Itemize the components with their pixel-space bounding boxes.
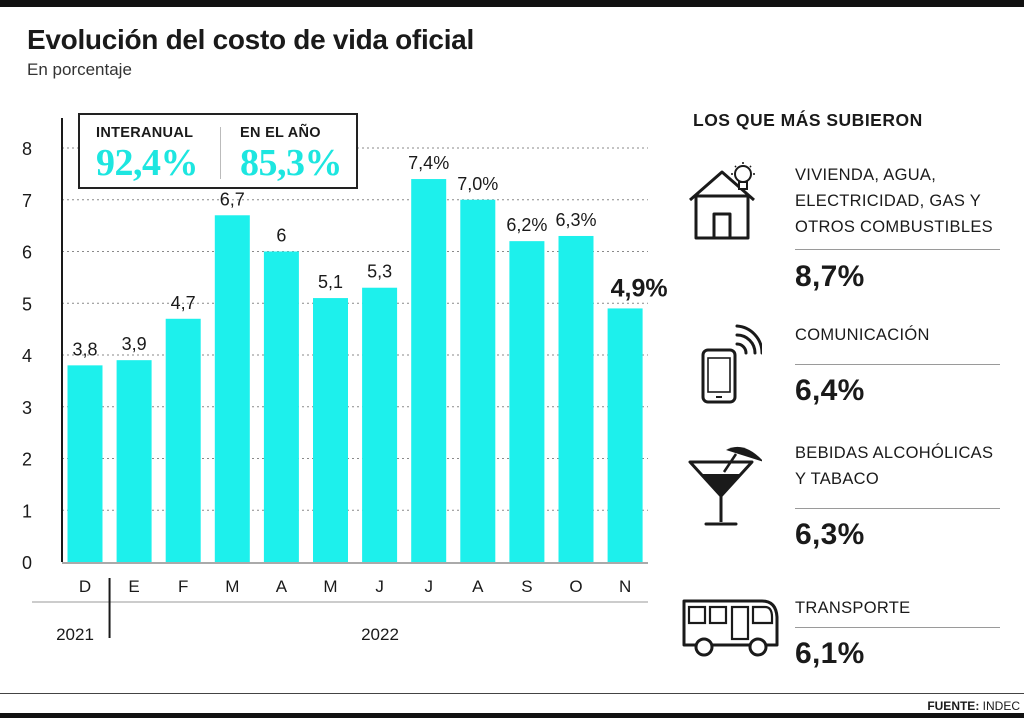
x-tick-label: D	[79, 577, 91, 596]
y-tick-label: 8	[22, 139, 32, 159]
x-tick-label: E	[128, 577, 139, 596]
source-value: INDEC	[982, 699, 1020, 713]
data-label: 5,3	[367, 262, 392, 282]
bar	[165, 318, 201, 562]
category-vivienda-label: VIVIENDA, AGUA, ELECTRICIDAD, GAS Y OTRO…	[795, 166, 993, 236]
bus-icon	[682, 599, 779, 657]
x-tick-label: M	[225, 577, 239, 596]
x-tick-label: M	[323, 577, 337, 596]
kpi-en-el-anio-label: EN EL AÑO	[240, 125, 321, 141]
phone-signal-icon	[701, 324, 762, 404]
kpi-box: INTERANUAL 92,4% EN EL AÑO 85,3%	[78, 113, 358, 189]
data-label: 6,3%	[555, 210, 596, 230]
kpi-interanual-label: INTERANUAL	[96, 125, 194, 141]
category-bebidas-label: BEBIDAS ALCOHÓLICAS Y TABACO	[795, 444, 994, 488]
data-label: 7,4%	[408, 153, 449, 173]
data-label: 6,2%	[506, 215, 547, 235]
data-label: 5,1	[318, 272, 343, 292]
bar	[607, 308, 643, 562]
y-tick-label: 6	[22, 243, 32, 263]
bottom-border	[0, 713, 1024, 718]
house-bulb-icon	[689, 162, 755, 240]
y-tick-label: 1	[22, 501, 32, 521]
x-tick-label: O	[569, 577, 582, 596]
kpi-interanual-value: 92,4%	[96, 142, 199, 184]
data-label: 6	[276, 226, 286, 246]
category-comunicacion-rule	[795, 364, 1000, 365]
bar	[411, 179, 447, 563]
chart-title: Evolución del costo de vida oficial	[27, 24, 474, 55]
y-tick-label: 3	[22, 398, 32, 418]
x-tick-label: A	[276, 577, 288, 596]
category-comunicacion-value: 6,4%	[795, 374, 865, 407]
bar-chart: 0 1 2 3 4 5 6 7 8 3,8 D 3,9 E 4,7 F 6,7 M 6 A 5,1 M 5,3 J 7,4% J…	[22, 118, 668, 644]
kpi-en-el-anio: EN EL AÑO 85,3%	[240, 125, 343, 184]
bar	[67, 365, 103, 562]
bar	[263, 251, 299, 562]
bar	[509, 241, 545, 562]
category-comunicacion-label: COMUNICACIÓN	[795, 326, 930, 344]
data-label: 4,7	[171, 293, 196, 313]
bar	[116, 360, 152, 562]
bar	[460, 199, 496, 562]
data-label: 4,9%	[611, 274, 668, 302]
year-label: 2021	[56, 625, 94, 644]
data-label: 3,9	[122, 334, 147, 354]
category-vivienda-rule	[795, 249, 1000, 250]
cocktail-icon	[688, 447, 762, 526]
x-tick-label: A	[472, 577, 484, 596]
chart-subtitle: En porcentaje	[27, 60, 132, 79]
data-label: 6,7	[220, 189, 245, 209]
category-transporte-rule	[795, 627, 1000, 628]
x-tick-label: J	[424, 577, 433, 596]
x-tick-label: N	[619, 577, 631, 596]
category-transporte-label: TRANSPORTE	[795, 599, 911, 617]
data-label: 7,0%	[457, 174, 498, 194]
category-transporte-value: 6,1%	[795, 637, 865, 670]
y-tick-label: 2	[22, 450, 32, 470]
year-label: 2022	[361, 625, 399, 644]
x-tick-label: J	[375, 577, 384, 596]
category-vivienda-value: 8,7%	[795, 260, 865, 293]
kpi-divider	[220, 127, 221, 179]
y-tick-label: 0	[22, 553, 32, 573]
x-tick-label: F	[178, 577, 188, 596]
bar	[214, 215, 250, 562]
kpi-en-el-anio-value: 85,3%	[240, 142, 343, 184]
category-bebidas-rule	[795, 508, 1000, 509]
bar	[362, 287, 398, 562]
top-border	[0, 0, 1024, 7]
data-label: 3,8	[72, 339, 97, 359]
x-tick-label: S	[521, 577, 532, 596]
y-tick-label: 5	[22, 294, 32, 314]
source-note: FUENTE: INDEC	[927, 699, 1020, 713]
bar	[313, 298, 348, 562]
footer-rule	[0, 693, 1024, 694]
side-panel-title: LOS QUE MÁS SUBIERON	[693, 110, 923, 130]
kpi-interanual: INTERANUAL 92,4%	[96, 125, 199, 184]
y-tick-label: 7	[22, 191, 32, 211]
source-label: FUENTE:	[927, 699, 980, 713]
bar	[558, 235, 594, 562]
category-bebidas-value: 6,3%	[795, 518, 865, 551]
y-tick-label: 4	[22, 346, 32, 366]
